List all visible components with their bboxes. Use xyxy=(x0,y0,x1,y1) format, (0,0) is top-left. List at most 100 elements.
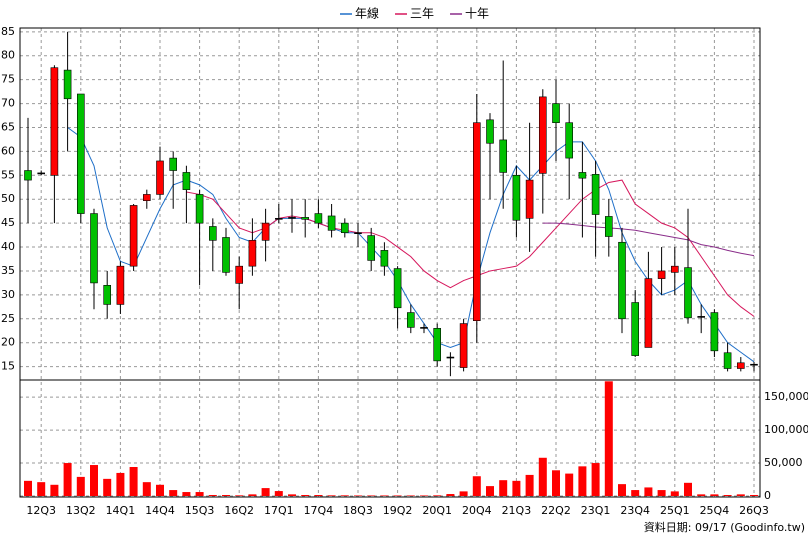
candle-body xyxy=(261,222,270,241)
volume-bar xyxy=(710,494,719,496)
y2-tick-label: 0 xyxy=(764,489,771,502)
candle-body xyxy=(314,213,323,224)
y-tick-label: 20 xyxy=(1,336,15,349)
candle-body xyxy=(697,316,706,318)
candle-body xyxy=(538,96,547,174)
candle-body xyxy=(195,194,204,224)
plot-frame xyxy=(19,27,761,498)
x-tick-label: 20Q4 xyxy=(462,504,492,517)
x-tick-label: 18Q3 xyxy=(343,504,373,517)
candle-body xyxy=(367,235,376,261)
volume-bar xyxy=(235,495,244,496)
volume-bar xyxy=(129,467,138,496)
volume-bar xyxy=(420,495,428,496)
x-tick-label: 14Q1 xyxy=(106,504,136,517)
volume-bar xyxy=(63,463,72,496)
volume-bar xyxy=(301,495,310,496)
volume-bar xyxy=(261,488,270,496)
candle-body xyxy=(77,93,85,214)
candle-body xyxy=(354,232,362,234)
x-tick-label: 21Q3 xyxy=(502,504,532,517)
candle-body xyxy=(512,175,521,221)
volume-bar xyxy=(499,480,508,496)
footer: 資料日期: 09/17 (Goodinfo.tw) xyxy=(644,520,805,534)
legend-label: 三年 xyxy=(410,7,434,21)
ma-line xyxy=(186,179,755,317)
candle-body xyxy=(433,328,442,362)
volume-bar xyxy=(736,494,745,496)
x-tick-label: 22Q2 xyxy=(541,504,571,517)
candle-body xyxy=(182,172,191,190)
x-tick-label: 26Q3 xyxy=(739,504,769,517)
volume-bar xyxy=(578,466,587,496)
volume-bar xyxy=(274,491,283,496)
ma-line xyxy=(542,222,755,257)
volume-bar xyxy=(459,491,468,496)
candle-body xyxy=(129,205,138,267)
volume-bar xyxy=(248,494,257,496)
volume-bar xyxy=(367,495,376,496)
volume-bar xyxy=(618,484,626,496)
x-tick-label: 25Q1 xyxy=(660,504,690,517)
volume-bar xyxy=(24,480,32,496)
candle-body xyxy=(499,139,508,173)
candle-body xyxy=(327,215,336,231)
candle-body xyxy=(37,172,46,175)
candle-body xyxy=(50,67,59,176)
x-tick-label: 17Q4 xyxy=(304,504,334,517)
volume-bar xyxy=(288,494,296,496)
candle-body xyxy=(446,356,455,359)
x-tick-label: 17Q1 xyxy=(264,504,294,517)
y2-tick-label: 150,000 xyxy=(764,390,808,403)
volume-bar xyxy=(591,463,600,496)
volume-bar xyxy=(182,492,191,496)
plot-area xyxy=(20,28,760,497)
candle-body xyxy=(723,352,732,369)
y-tick-label: 65 xyxy=(1,120,15,133)
volume-bar xyxy=(222,495,230,496)
volume-bar xyxy=(354,495,362,496)
y-tick-label: 80 xyxy=(1,49,15,62)
volume-bar xyxy=(486,486,494,496)
y-tick-label: 45 xyxy=(1,216,15,229)
candle-body xyxy=(116,265,125,305)
x-tick-label: 25Q4 xyxy=(700,504,730,517)
candle-body xyxy=(222,237,230,273)
candle-body xyxy=(393,268,402,309)
legend-label: 年線 xyxy=(355,6,379,21)
y2-tick-label: 50,000 xyxy=(764,456,803,469)
y-tick-label: 55 xyxy=(1,168,15,181)
y-tick-label: 35 xyxy=(1,264,15,277)
volume-bar xyxy=(393,495,402,496)
volume-bar xyxy=(697,494,706,496)
candle-body xyxy=(169,157,177,171)
volume-bar xyxy=(103,478,112,496)
volume-bar xyxy=(50,484,59,496)
candle-body xyxy=(301,217,310,220)
volume-bar xyxy=(723,495,732,496)
candle-body xyxy=(618,241,626,320)
candle-body xyxy=(565,122,574,159)
volume-bar xyxy=(340,495,349,496)
y2-tick-label: 100,000 xyxy=(764,423,808,436)
volume-bar xyxy=(670,491,679,496)
candle-body xyxy=(472,122,481,321)
y-tick-label: 40 xyxy=(1,240,15,253)
volume-bar xyxy=(406,495,415,496)
candle-body xyxy=(63,69,72,100)
y-tick-label: 30 xyxy=(1,288,15,301)
volume-bar xyxy=(314,495,323,496)
x-tick-label: 14Q4 xyxy=(145,504,175,517)
x-tick-label: 13Q2 xyxy=(66,504,96,517)
y-tick-label: 15 xyxy=(1,360,15,373)
candle-body xyxy=(406,312,415,328)
volume-bar xyxy=(90,465,98,496)
volume-bar xyxy=(684,482,692,496)
candle-body xyxy=(644,278,653,348)
candle-body xyxy=(274,218,283,220)
candle-body xyxy=(710,312,719,352)
candle-body xyxy=(235,265,243,284)
volume-bar xyxy=(644,487,653,496)
volume-bar xyxy=(169,490,178,496)
